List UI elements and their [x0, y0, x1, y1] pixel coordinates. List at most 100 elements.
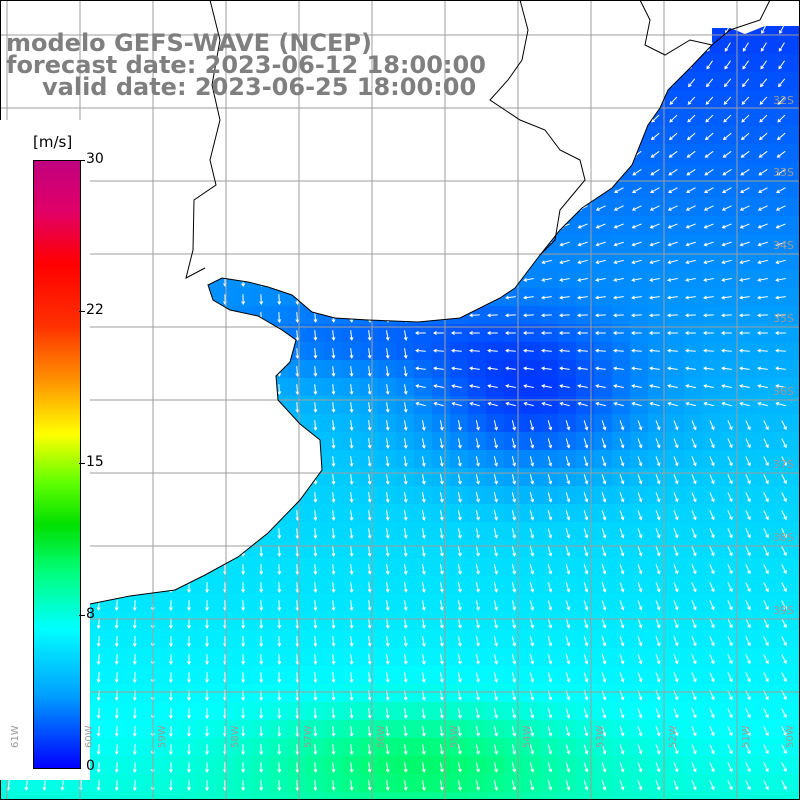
wind-arrow	[709, 438, 715, 449]
wind-arrow	[721, 401, 732, 407]
wind-arrow	[691, 582, 697, 593]
wind-arrow	[704, 169, 714, 176]
wind-arrow	[385, 384, 390, 395]
wind-arrow	[704, 187, 714, 194]
wind-arrow	[703, 223, 714, 229]
wind-arrow	[649, 259, 660, 265]
wind-arrow	[601, 474, 607, 485]
wind-arrow	[349, 654, 354, 665]
wind-arrow	[451, 401, 462, 407]
wind-arrow	[668, 169, 678, 176]
wind-arrow	[601, 582, 607, 593]
wind-arrow	[529, 474, 535, 485]
wind-arrow	[686, 187, 696, 194]
wind-arrow	[703, 384, 714, 389]
wind-arrow	[313, 780, 318, 791]
wind-arrow	[637, 780, 643, 791]
wind-arrow	[763, 744, 769, 755]
wind-arrow	[385, 402, 390, 413]
wind-arrow	[704, 150, 714, 158]
wind-arrow	[505, 348, 516, 353]
wind-arrow	[385, 474, 390, 485]
wind-arrow	[24, 780, 29, 791]
wind-arrow	[649, 348, 660, 353]
wind-arrow	[703, 401, 714, 407]
wind-arrow	[637, 564, 643, 575]
wind-arrow	[721, 223, 732, 229]
wind-arrow	[727, 528, 733, 539]
wind-arrow	[547, 474, 553, 485]
wind-arrow	[367, 564, 372, 575]
wind-arrow	[559, 277, 570, 282]
wind-arrow	[439, 762, 444, 773]
wind-arrow	[686, 150, 696, 158]
wind-arrow	[637, 600, 643, 611]
wind-arrow	[703, 277, 714, 282]
wind-arrow	[775, 366, 786, 371]
wind-arrow	[385, 420, 390, 431]
wind-arrow	[691, 600, 697, 611]
lat-label: 34S	[773, 239, 794, 252]
wind-arrow	[595, 241, 606, 247]
wind-arrow	[385, 528, 390, 539]
wind-arrow	[60, 780, 65, 791]
wind-arrow	[650, 132, 660, 141]
wind-arrow	[439, 654, 444, 665]
wind-arrow	[763, 600, 769, 611]
wind-arrow	[451, 366, 462, 371]
wind-arrow	[740, 187, 750, 194]
wind-arrow	[529, 636, 535, 647]
wind-arrow	[763, 708, 769, 719]
wind-arrow	[709, 474, 715, 485]
wind-arrow	[705, 96, 714, 105]
wind-arrow	[487, 384, 498, 389]
wind-arrow	[745, 618, 751, 629]
wind-arrow	[703, 205, 714, 211]
wind-arrow	[529, 726, 535, 737]
wind-arrow	[649, 223, 660, 229]
wind-arrow	[763, 672, 769, 683]
wind-arrow	[673, 438, 679, 449]
wind-arrow	[655, 708, 661, 719]
wind-arrow	[613, 223, 624, 229]
wind-cell	[792, 72, 800, 91]
wind-arrow	[739, 331, 750, 335]
wind-arrow	[349, 744, 354, 755]
wind-arrow	[601, 510, 607, 521]
wind-arrow	[529, 744, 535, 755]
wind-arrow	[205, 780, 210, 791]
wind-arrow	[114, 636, 119, 647]
wind-arrow	[487, 313, 498, 318]
wind-arrow	[559, 384, 570, 389]
wind-arrow	[403, 402, 408, 413]
wind-arrow	[547, 654, 553, 665]
wind-arrow	[385, 348, 390, 359]
wind-arrow	[421, 564, 426, 575]
wind-cell	[720, 792, 739, 800]
wind-arrow	[691, 492, 697, 503]
wind-cell	[270, 792, 289, 800]
wind-arrow	[511, 438, 517, 449]
wind-arrow	[439, 780, 444, 791]
wind-arrow	[691, 564, 697, 575]
wind-cell	[792, 342, 800, 361]
wind-cell	[792, 306, 800, 325]
wind-arrow	[655, 438, 661, 449]
wind-arrow	[781, 636, 787, 647]
wind-arrow	[613, 384, 624, 389]
wind-arrow	[493, 546, 498, 557]
wind-arrow	[583, 510, 589, 521]
wind-arrow	[757, 205, 768, 211]
wind-arrow	[385, 366, 390, 377]
wind-arrow	[559, 331, 570, 335]
wind-arrow	[673, 528, 679, 539]
wind-cell	[630, 792, 649, 800]
wind-arrow	[655, 636, 661, 647]
wind-arrow	[313, 348, 318, 359]
wind-arrow	[667, 348, 678, 353]
wind-arrow	[547, 600, 553, 611]
wind-cell	[324, 792, 343, 800]
wind-arrow	[763, 654, 769, 665]
wind-arrow	[673, 726, 679, 737]
wind-arrow	[745, 564, 751, 575]
